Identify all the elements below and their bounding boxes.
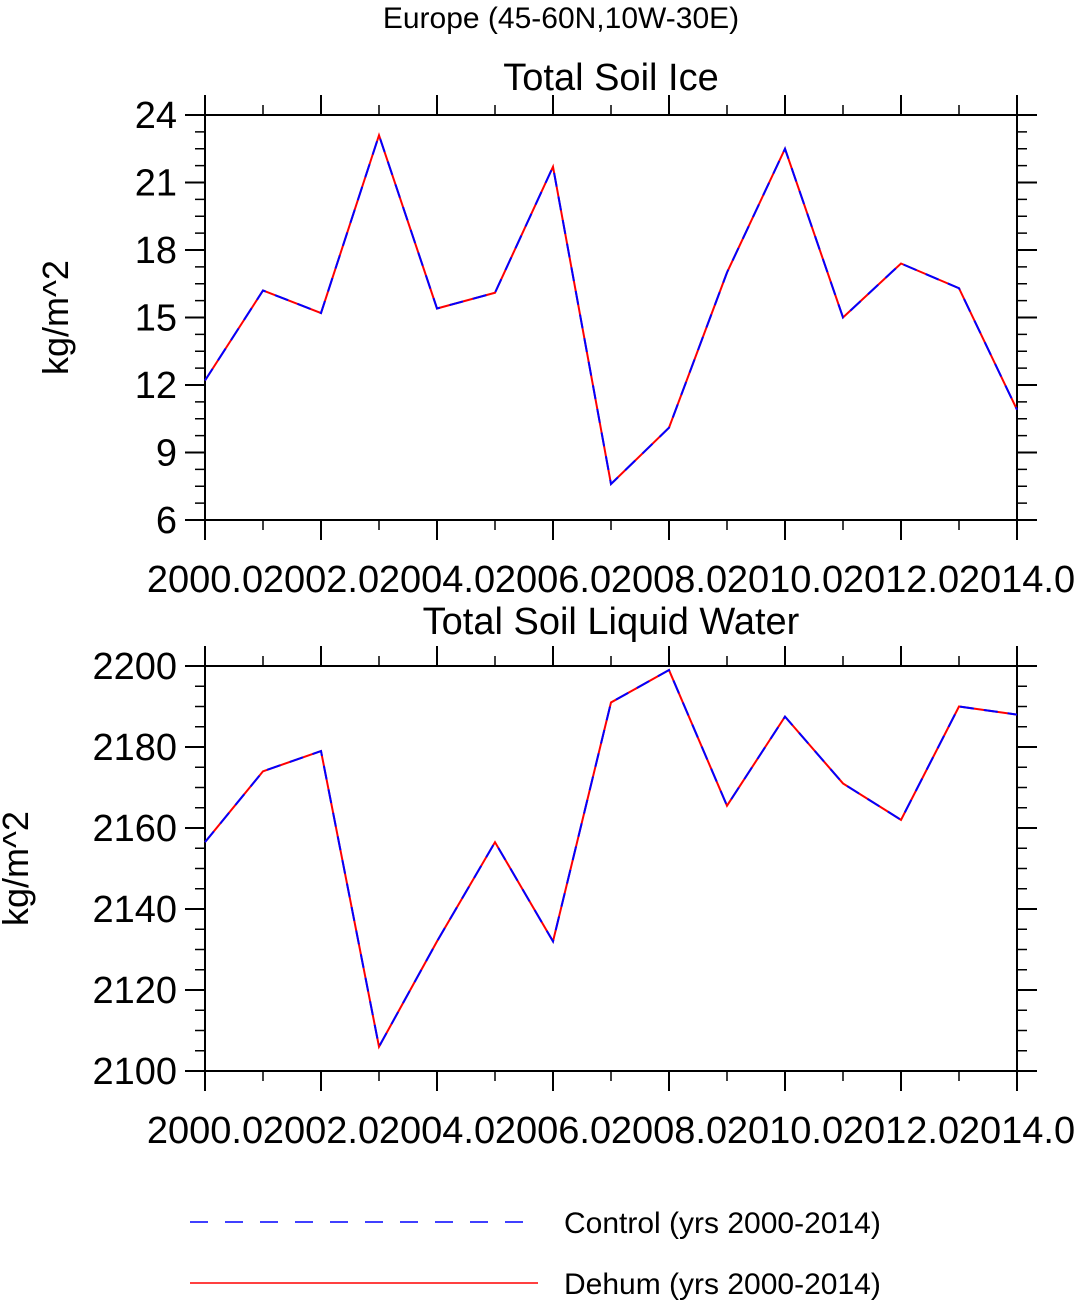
x-tick-label: 2006.0 [495, 559, 611, 601]
series-line-dehum [204, 132, 1018, 487]
series-line-dehum [204, 668, 1018, 1050]
y-tick-label: 12 [135, 365, 177, 407]
x-tick-label: 2002.0 [263, 1110, 379, 1152]
plot-frame [204, 114, 1018, 521]
x-tick-label: 2010.0 [727, 559, 843, 601]
legend-label: Control (yrs 2000-2014) [564, 1207, 881, 1240]
y-tick-label: 18 [135, 230, 177, 272]
x-tick-label: 2006.0 [495, 1110, 611, 1152]
x-tick-label: 2004.0 [379, 559, 495, 601]
series-line-control [204, 132, 1018, 487]
y-tick-label: 15 [135, 298, 177, 340]
y-tick-label: 9 [156, 433, 177, 475]
chart-title: Total Soil Liquid Water [423, 601, 800, 643]
x-tick-label: 2012.0 [843, 1110, 959, 1152]
figure-title: Europe (45-60N,10W-30E) [383, 2, 739, 35]
y-tick-label: 2160 [92, 808, 177, 850]
x-tick-label: 2008.0 [611, 559, 727, 601]
y-tick-label: 2120 [92, 970, 177, 1012]
x-tick-label: 2012.0 [843, 559, 959, 601]
y-tick-label: 21 [135, 163, 177, 205]
chart-total-soil-liquid-water: Total Soil Liquid Water kg/m^2 2000.0 2002.… [0, 601, 1075, 1152]
y-axis-label: kg/m^2 [35, 260, 76, 375]
legend-label: Dehum (yrs 2000-2014) [564, 1268, 881, 1301]
x-tick-label: 2002.0 [263, 559, 379, 601]
y-tick-label: 2200 [92, 646, 177, 688]
x-tick-label: 2014.0 [959, 1110, 1075, 1152]
x-tick-label: 2004.0 [379, 1110, 495, 1152]
y-tick-label: 2140 [92, 889, 177, 931]
y-tick-label: 6 [156, 500, 177, 542]
x-tick-label: 2010.0 [727, 1110, 843, 1152]
chart-title: Total Soil Ice [503, 57, 718, 99]
y-axis-label: kg/m^2 [0, 811, 36, 926]
x-tick-label: 2008.0 [611, 1110, 727, 1152]
series-line-control [204, 668, 1018, 1050]
x-tick-label: 2000.0 [147, 1110, 263, 1152]
y-tick-label: 2180 [92, 727, 177, 769]
y-tick-label: 24 [135, 95, 177, 137]
plot-frame [204, 665, 1018, 1072]
x-tick-label: 2014.0 [959, 559, 1075, 601]
y-tick-label: 2100 [92, 1051, 177, 1093]
legend: Control (yrs 2000-2014) Dehum (yrs 2000-2… [190, 1207, 881, 1301]
x-tick-label: 2000.0 [147, 559, 263, 601]
